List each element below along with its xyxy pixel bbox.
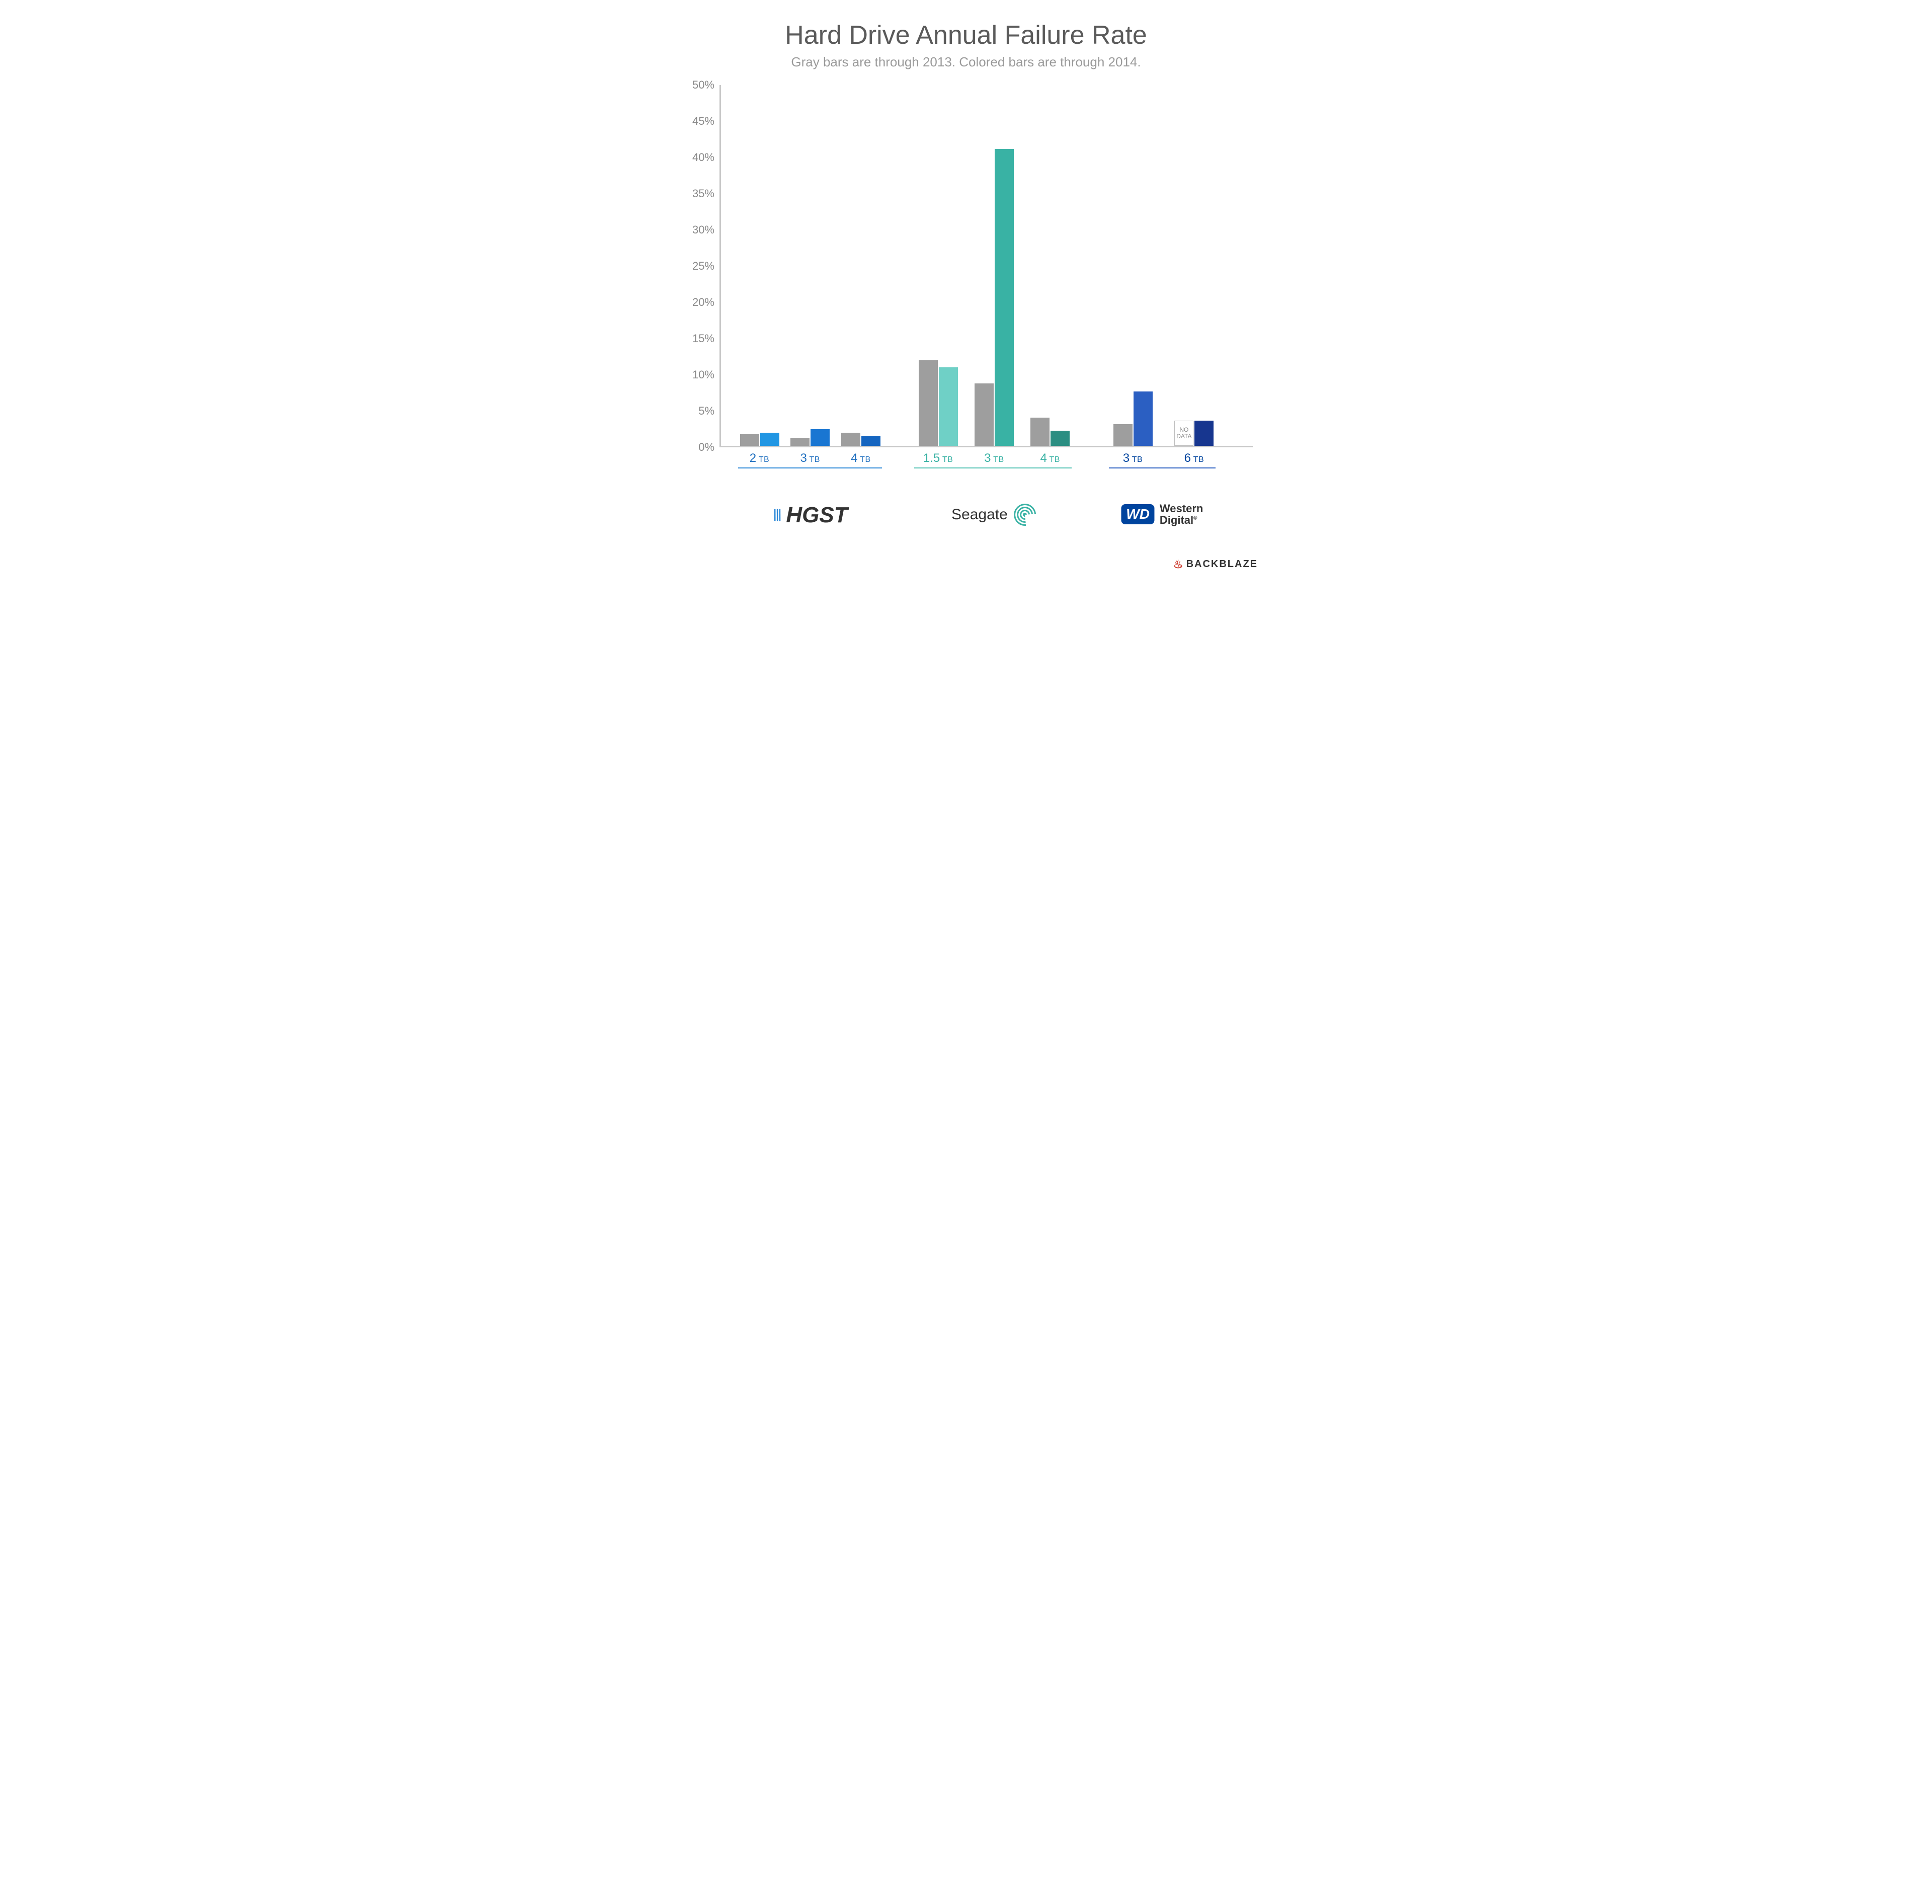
hgst-wing-icon: \\\ [770, 506, 783, 525]
y-tick-label: 35% [674, 187, 714, 200]
bar-2013 [1030, 418, 1050, 446]
bar-pair [975, 149, 1014, 446]
bar-2013 [841, 433, 860, 446]
bar-pair: NODATA [1174, 421, 1214, 446]
bar-2013 [790, 438, 810, 446]
y-tick-label: 10% [674, 368, 714, 381]
bar-pair [790, 429, 830, 446]
bar-2014 [811, 429, 830, 446]
x-category-label: 3 TB [967, 451, 1022, 465]
y-tick-label: 15% [674, 332, 714, 345]
bar-2013 [919, 360, 938, 446]
x-category-label: 3 TB [782, 451, 838, 465]
y-tick-label: 30% [674, 223, 714, 236]
x-category-label: 4 TB [833, 451, 889, 465]
y-tick-label: 45% [674, 115, 714, 128]
bar-2014 [995, 149, 1014, 446]
y-tick-label: 5% [674, 405, 714, 418]
bar-2014 [1194, 421, 1214, 446]
brand-logos-row: \\\HGST Seagate WDWesternDigital® [674, 503, 1258, 538]
bar-2014 [939, 367, 958, 446]
seagate-wordmark: Seagate [951, 506, 1008, 523]
bar-pair [1113, 391, 1153, 446]
seagate-rings-icon [1013, 503, 1037, 527]
wd-badge-icon: WD [1121, 504, 1155, 524]
bar-pair [841, 433, 880, 446]
bars-container: NODATA [719, 85, 1253, 446]
group-underline [914, 467, 1072, 468]
hgst-wordmark: HGST [786, 503, 847, 528]
bar-2013 [975, 383, 994, 446]
brand-logo-wd: WDWesternDigital® [1121, 503, 1203, 526]
x-category-label: 3 TB [1105, 451, 1161, 465]
footer-attribution: ♨BACKBLAZE [674, 558, 1258, 571]
bar-pair [1030, 418, 1070, 446]
footer-brand-text: BACKBLAZE [1186, 559, 1258, 570]
y-tick-label: 0% [674, 441, 714, 454]
bar-2014 [760, 433, 779, 446]
bar-2014 [861, 436, 880, 446]
x-category-label: 2 TB [732, 451, 787, 465]
y-tick-label: 25% [674, 260, 714, 273]
y-tick-label: 40% [674, 151, 714, 164]
bar-pair [740, 433, 779, 446]
failure-rate-chart: Hard Drive Annual Failure Rate Gray bars… [674, 20, 1258, 571]
y-tick-label: 50% [674, 78, 714, 92]
bar-2013: NODATA [1174, 421, 1193, 446]
chart-title: Hard Drive Annual Failure Rate [674, 20, 1258, 50]
x-category-label: 6 TB [1166, 451, 1222, 465]
bar-pair [919, 360, 958, 446]
bar-2014 [1134, 391, 1153, 446]
x-category-label: 1.5 TB [911, 451, 966, 465]
bar-2013 [740, 434, 759, 446]
flame-icon: ♨ [1173, 558, 1184, 571]
brand-logo-hgst: \\\HGST [773, 503, 848, 528]
x-category-label: 4 TB [1022, 451, 1078, 465]
x-axis-line [719, 446, 1253, 447]
bar-2014 [1051, 431, 1070, 446]
group-underline [738, 467, 882, 468]
brand-logo-seagate: Seagate [951, 503, 1037, 527]
bar-2013 [1113, 424, 1133, 446]
chart-subtitle: Gray bars are through 2013. Colored bars… [674, 54, 1258, 70]
plot-area: 0%5%10%15%20%25%30%35%40%45%50% NODATA 2… [719, 85, 1253, 447]
y-tick-label: 20% [674, 296, 714, 309]
group-underline [1109, 467, 1216, 468]
wd-wordmark: WesternDigital® [1160, 503, 1203, 526]
